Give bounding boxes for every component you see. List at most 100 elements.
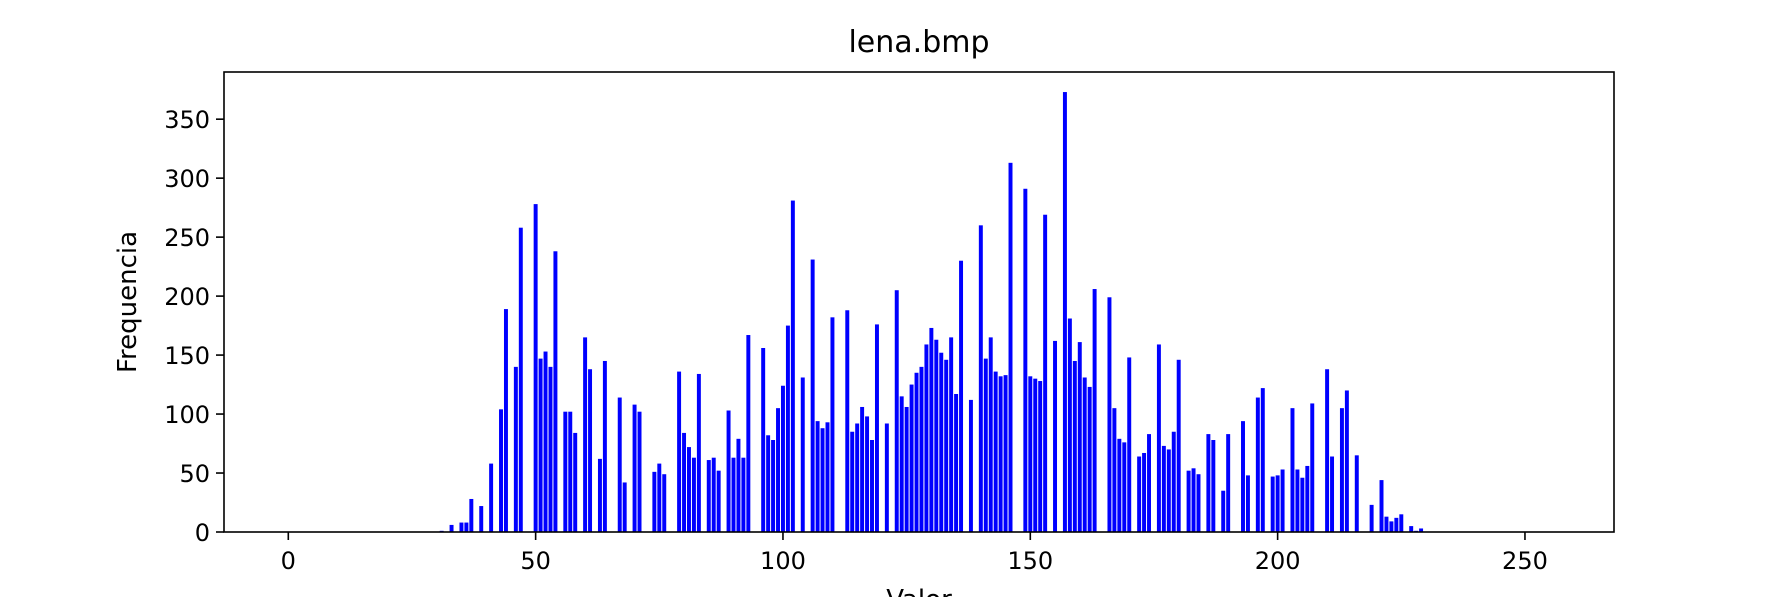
- bar: [746, 335, 751, 532]
- bar: [968, 399, 973, 532]
- bar: [583, 337, 588, 532]
- bar: [1092, 289, 1097, 532]
- bars-group: [439, 92, 1424, 533]
- x-axis: 0 50 100 150 200 250: [281, 532, 1548, 575]
- bar: [1379, 480, 1384, 532]
- bar: [657, 463, 662, 532]
- bar: [830, 317, 835, 532]
- bar: [538, 358, 543, 532]
- bar: [1369, 504, 1374, 532]
- bar: [1107, 297, 1112, 532]
- bar: [810, 259, 815, 532]
- bar: [845, 310, 850, 532]
- bar: [1255, 397, 1260, 532]
- bar: [993, 371, 998, 532]
- bar: [1112, 408, 1117, 532]
- bar: [785, 325, 790, 532]
- bar: [479, 506, 484, 532]
- y-axis-label: Frequencia: [113, 231, 143, 373]
- bar: [983, 358, 988, 532]
- bar: [1008, 162, 1013, 532]
- bar: [711, 457, 716, 532]
- bar: [978, 225, 983, 532]
- bar: [726, 410, 731, 532]
- bar: [1033, 378, 1038, 532]
- x-tick-label: 200: [1255, 547, 1301, 575]
- bar: [939, 352, 944, 532]
- bar: [771, 440, 776, 532]
- bar: [870, 440, 874, 532]
- bar: [1028, 376, 1033, 532]
- x-tick-label: 250: [1502, 547, 1548, 575]
- bar: [1409, 526, 1414, 532]
- bar: [696, 373, 701, 532]
- bar: [815, 421, 820, 532]
- bar: [934, 339, 939, 532]
- bar: [1186, 470, 1191, 532]
- bar: [1305, 465, 1310, 532]
- bar: [632, 404, 637, 532]
- bar: [1043, 214, 1048, 532]
- bar: [1038, 381, 1043, 532]
- bar: [464, 522, 469, 532]
- bar: [1206, 434, 1211, 532]
- bar: [731, 457, 736, 532]
- bar: [602, 360, 607, 532]
- bar: [1191, 468, 1196, 532]
- bar: [855, 423, 860, 532]
- bar: [1275, 475, 1280, 532]
- bar: [865, 416, 870, 532]
- bar: [825, 422, 830, 532]
- bar: [513, 366, 518, 532]
- chart-title: lena.bmp: [848, 25, 989, 60]
- y-tick-label: 150: [164, 342, 210, 370]
- bar: [1166, 449, 1171, 532]
- bar: [588, 369, 593, 532]
- bar: [1270, 476, 1275, 532]
- bar: [1389, 521, 1394, 532]
- bar: [687, 447, 691, 532]
- bar: [1339, 408, 1344, 532]
- bar: [1399, 514, 1404, 532]
- x-tick-label: 50: [520, 547, 551, 575]
- bar: [553, 251, 558, 532]
- bar: [1290, 408, 1295, 532]
- bar: [543, 351, 548, 532]
- bar: [622, 482, 627, 532]
- bar: [597, 458, 602, 532]
- bar: [499, 409, 503, 532]
- bar: [776, 408, 780, 532]
- bar: [904, 406, 909, 532]
- bar: [1354, 455, 1359, 532]
- bar: [1260, 388, 1265, 532]
- bar: [518, 227, 523, 532]
- bar: [1394, 517, 1399, 532]
- y-tick-label: 50: [179, 460, 210, 488]
- bar: [761, 348, 766, 532]
- bar: [1419, 528, 1424, 532]
- bar: [1384, 516, 1389, 532]
- bar: [884, 423, 889, 532]
- bar: [1161, 445, 1166, 532]
- bar: [1176, 359, 1181, 532]
- bar: [1196, 474, 1201, 532]
- bar: [1330, 456, 1335, 532]
- bar: [998, 376, 1003, 532]
- bar: [954, 394, 959, 532]
- bar: [652, 471, 657, 532]
- bar: [503, 309, 508, 532]
- bar: [790, 200, 795, 532]
- bar: [563, 411, 568, 532]
- bar: [1003, 375, 1008, 532]
- bar: [573, 432, 578, 532]
- bar: [736, 438, 741, 532]
- bar: [662, 474, 667, 532]
- bar: [944, 359, 949, 532]
- bar: [894, 290, 899, 532]
- y-axis: 0 50 100 150 200 250 300 350: [164, 106, 224, 547]
- bar: [449, 524, 454, 532]
- bar: [899, 396, 904, 532]
- x-axis-label: Valor: [886, 585, 952, 597]
- bar: [820, 428, 825, 532]
- y-tick-label: 250: [164, 224, 210, 252]
